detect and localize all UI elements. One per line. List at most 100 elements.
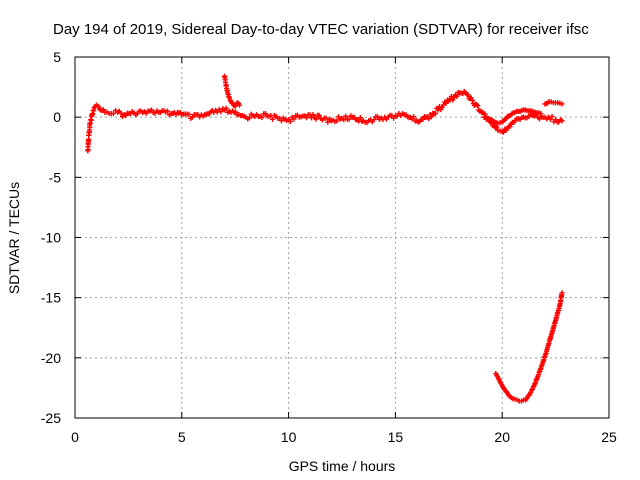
y-tick-label-1: 0 (53, 109, 61, 125)
point-deep-dip-14 (553, 317, 559, 324)
point-spike-near-7h-7 (232, 103, 238, 109)
point-main-band-33 (318, 115, 324, 121)
marker-main-band-183 (432, 110, 439, 116)
point-main-band-30 (286, 116, 292, 123)
marker-main-band-77 (218, 109, 224, 115)
x-tick-label-2: 10 (281, 429, 297, 445)
point-spike-near-7h-0 (221, 73, 228, 79)
point-main-band-2 (87, 120, 93, 126)
point-main-band-7 (98, 107, 104, 113)
point-deep-dip-12 (544, 346, 550, 353)
point-main-band-45 (446, 97, 452, 103)
point-main-band-52 (495, 127, 501, 134)
point-upper-branch-5 (512, 109, 518, 115)
plot-frame (74, 56, 610, 419)
chart-title: Day 194 of 2019, Sidereal Day-to-day VTE… (53, 21, 589, 38)
marker-main-band-144 (357, 115, 363, 121)
point-upper-branch-7 (529, 108, 535, 114)
point-deep-dip-10 (535, 372, 542, 378)
marker-main-band-96 (259, 114, 265, 121)
marker-main-band-253 (549, 113, 555, 120)
point-main-band-31 (296, 114, 302, 120)
point-upper-branch-2 (495, 120, 501, 126)
marker-main-band-84 (233, 109, 239, 115)
point-main-band-51 (491, 122, 497, 129)
x-tick-label-3: 15 (388, 429, 404, 445)
point-upper-branch-3 (499, 119, 505, 125)
x-tick-label-4: 20 (494, 429, 510, 445)
point-spike-near-7h-3 (225, 90, 231, 96)
marker-main-band-111 (291, 116, 297, 122)
point-main-band-13 (127, 110, 134, 117)
point-main-band-20 (189, 114, 196, 120)
point-main-band-42 (414, 118, 420, 124)
marker-main-band-128 (325, 119, 331, 125)
marker-main-band-185 (436, 104, 443, 110)
point-main-band-60 (559, 118, 565, 124)
point-upper-branch-6 (520, 107, 527, 113)
marker-main-band-138 (346, 116, 352, 122)
point-deep-dip-2 (501, 386, 507, 392)
marker-main-band-190 (443, 100, 449, 106)
point-main-band-46 (456, 90, 463, 96)
point-main-band-34 (328, 118, 334, 124)
marker-main-band-136 (342, 113, 349, 119)
marker-main-band-197 (454, 93, 460, 99)
point-main-band-39 (382, 114, 388, 120)
x-tick-label-1: 5 (178, 429, 186, 445)
point-main-band-12 (121, 112, 127, 118)
point-main-band-14 (136, 108, 142, 114)
marker-main-band-51 (164, 108, 171, 114)
marker-main-band-124 (316, 112, 322, 118)
point-main-band-58 (542, 114, 548, 120)
point-main-band-25 (234, 112, 240, 118)
series-main-band (85, 88, 564, 153)
point-main-band-19 (179, 112, 185, 118)
point-deep-dip-8 (527, 391, 533, 397)
point-main-band-0 (85, 148, 91, 154)
point-main-band-10 (110, 110, 117, 117)
point-main-band-55 (512, 118, 518, 124)
point-main-band-26 (243, 114, 249, 120)
point-main-band-28 (264, 113, 270, 119)
point-main-band-3 (89, 112, 95, 118)
point-upper-branch-4 (506, 113, 512, 119)
point-deep-dip-13 (548, 332, 554, 338)
point-main-band-35 (339, 115, 345, 121)
y-tick-label-5: -20 (41, 350, 61, 366)
marker-main-band-193 (448, 93, 455, 100)
point-main-band-54 (506, 124, 512, 130)
point-spike-near-7h-1 (222, 79, 229, 85)
point-deep-dip-15 (557, 302, 563, 308)
point-main-band-8 (102, 109, 108, 115)
point-main-band-6 (95, 103, 102, 109)
point-deep-dip-16 (559, 290, 565, 296)
marker-main-band-61 (186, 111, 192, 117)
point-main-band-29 (275, 115, 281, 121)
axis-ticks: 0 5 10 15 20 25 5 0 -5 -10 -15 -20 -25 (41, 49, 617, 445)
point-upper-branch-0 (482, 114, 488, 120)
marker-main-band-101 (269, 116, 276, 122)
point-main-band-27 (253, 112, 260, 118)
point-upper-branch-8 (538, 110, 544, 117)
point-late-segment-1 (546, 98, 552, 105)
marker-main-band-127 (323, 115, 329, 121)
point-main-band-22 (211, 109, 217, 115)
marker-main-band-29 (118, 110, 124, 116)
point-main-band-1 (86, 132, 92, 138)
marker-main-band-90 (246, 115, 253, 121)
point-late-segment-4 (559, 101, 565, 107)
marker-main-band-188 (440, 102, 447, 108)
point-main-band-38 (371, 116, 377, 123)
data-points (85, 73, 565, 404)
point-main-band-24 (228, 109, 234, 115)
point-late-segment-3 (555, 100, 561, 106)
point-main-band-59 (553, 116, 559, 123)
point-main-band-11 (115, 109, 121, 115)
point-deep-dip-4 (510, 396, 516, 402)
point-main-band-56 (520, 114, 527, 120)
point-main-band-37 (360, 118, 366, 124)
marker-main-band-175 (420, 116, 426, 122)
point-main-band-40 (392, 113, 398, 119)
x-axis-label: GPS time / hours (289, 458, 396, 474)
